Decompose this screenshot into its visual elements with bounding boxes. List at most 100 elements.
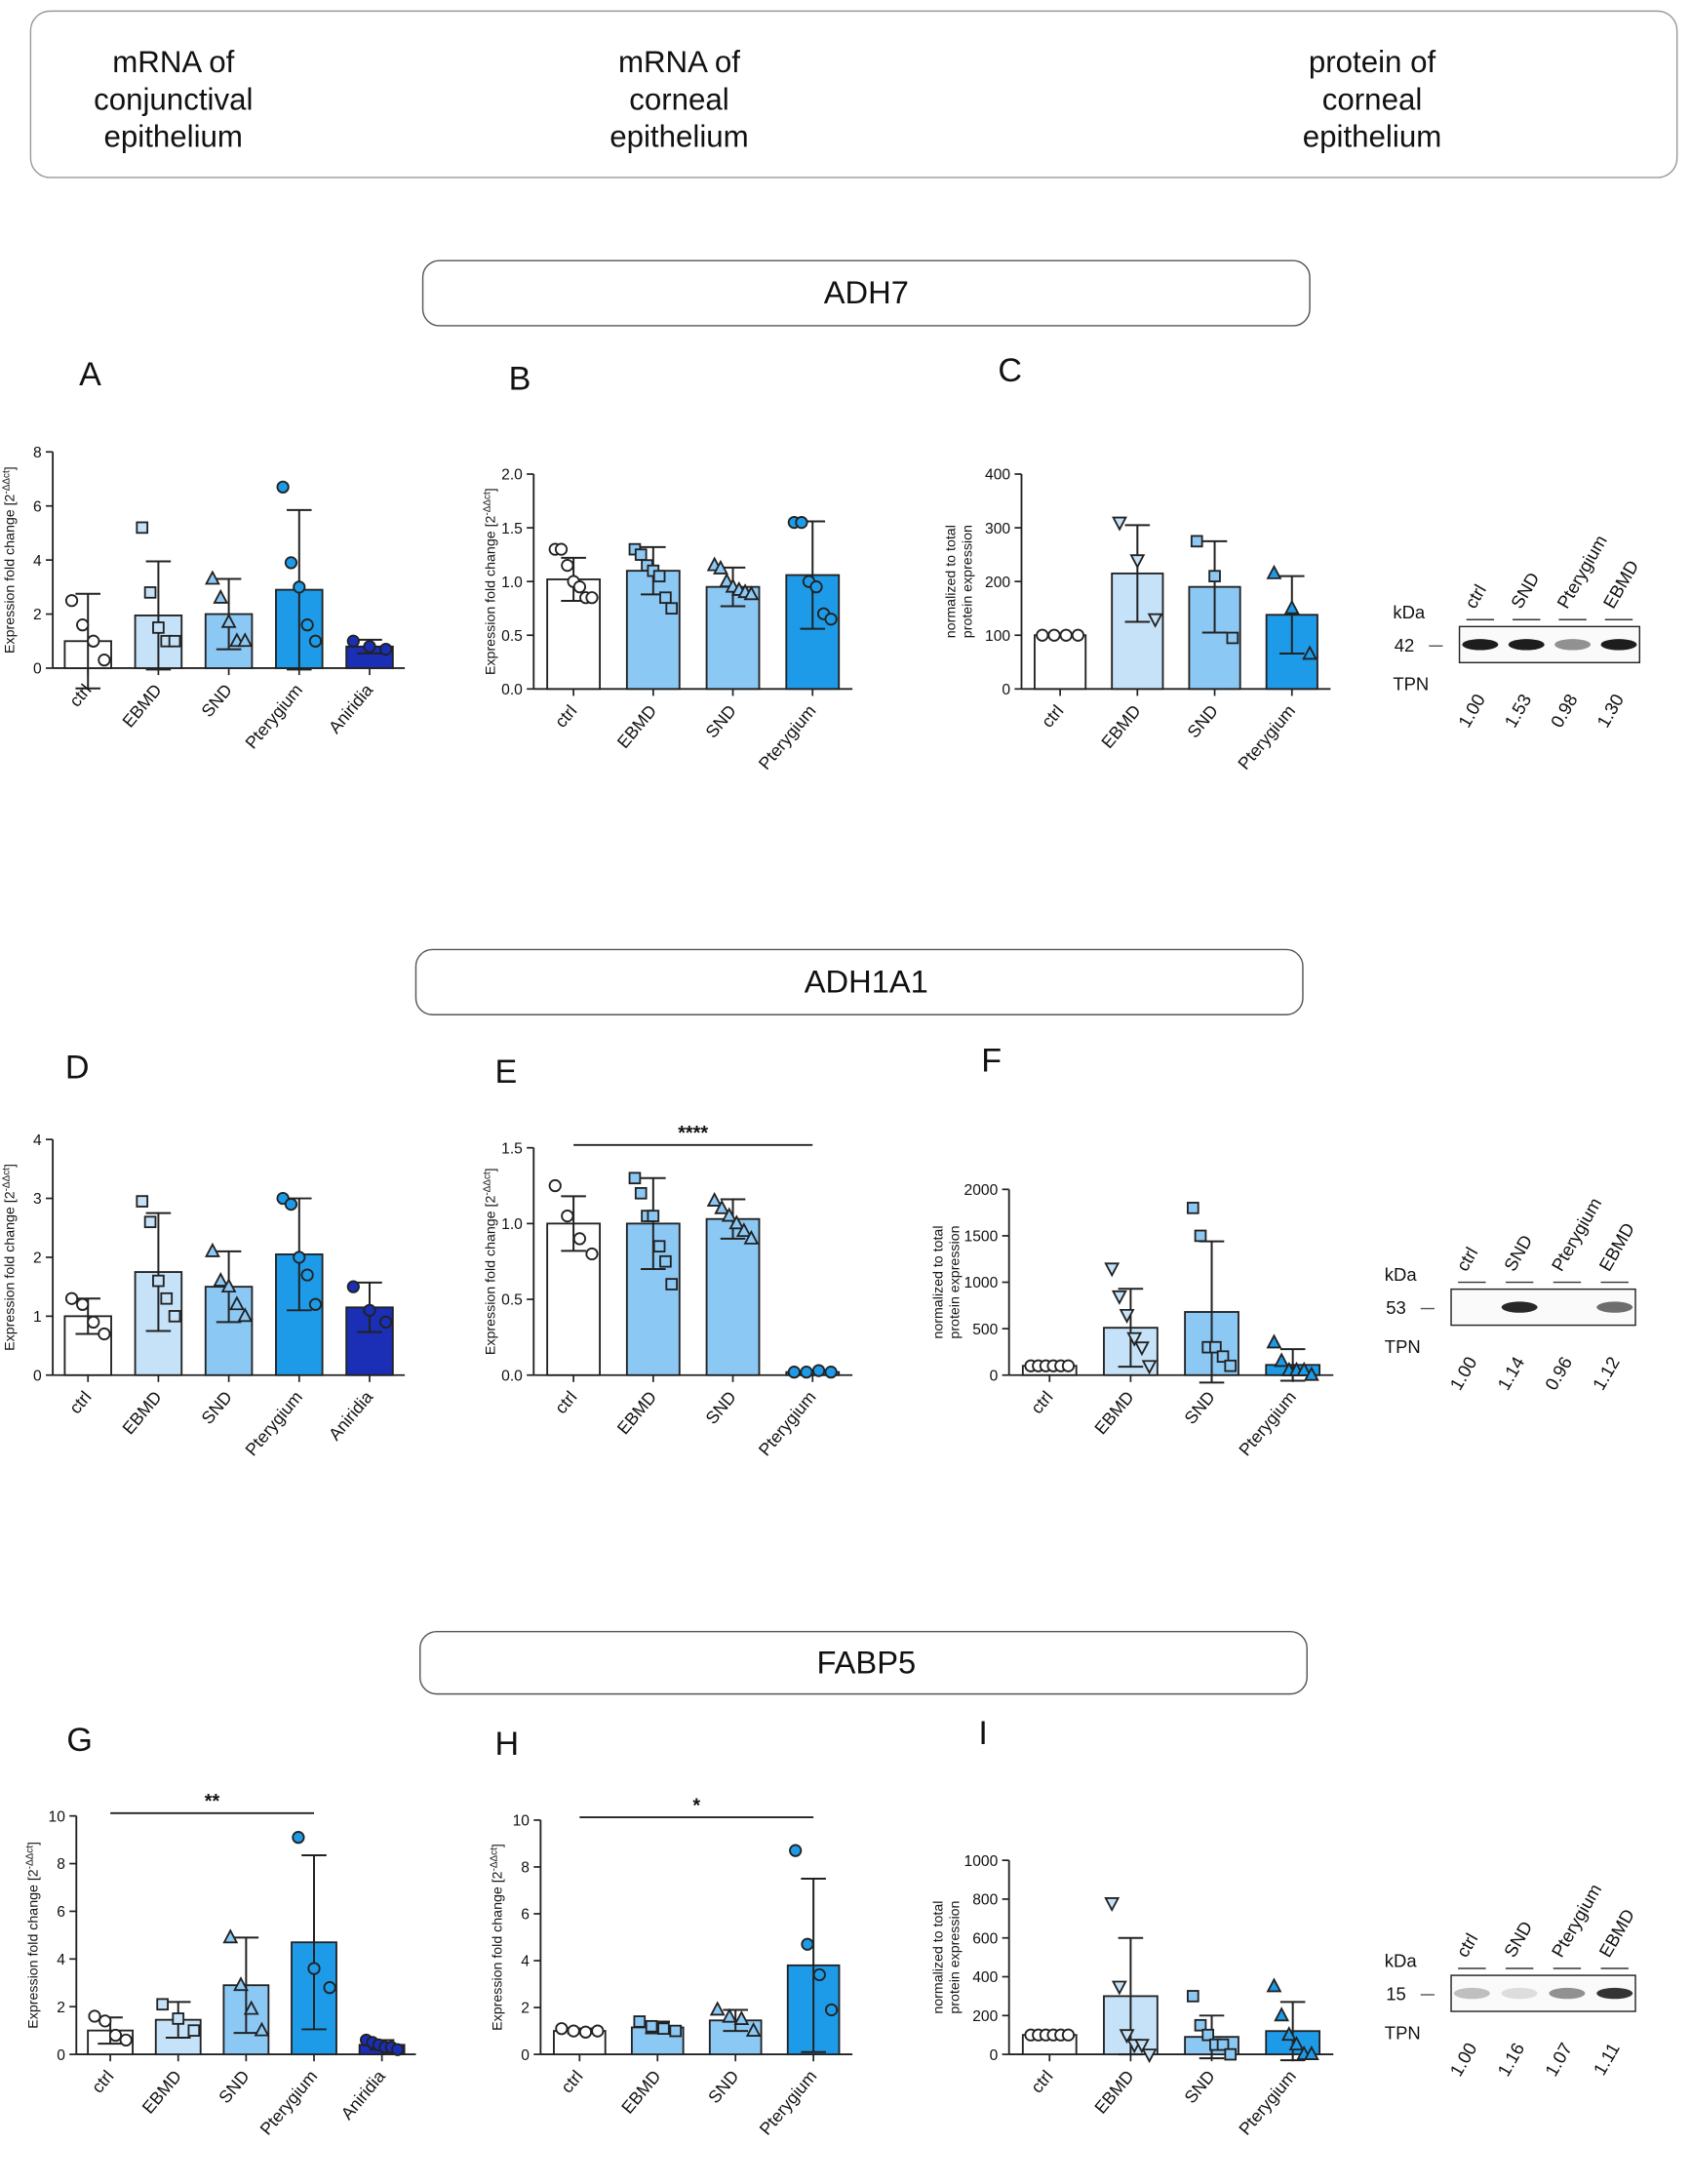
data-point: [634, 548, 648, 561]
bar: [1034, 634, 1087, 691]
data-point: [1133, 1341, 1150, 1357]
y-tick-label: 8: [521, 1860, 530, 1877]
blot-band: [1501, 1987, 1538, 2000]
x-tick-label: SND: [198, 680, 236, 721]
data-point: [1133, 2039, 1150, 2054]
y-axis-label-part: Expression fold change [2: [25, 1869, 41, 2029]
y-tick-label: 0: [57, 2047, 65, 2064]
y-axis-label-part: Expression fold change [2: [2, 1191, 18, 1351]
blot-lane-label: SND: [1500, 1231, 1537, 1274]
data-point: [143, 586, 157, 599]
x-tick-label: SND: [198, 1387, 236, 1428]
data-point: [1112, 516, 1127, 532]
y-tick-label: 2000: [964, 1182, 999, 1199]
data-point: [709, 2001, 726, 2016]
data-point: [1303, 2045, 1319, 2060]
data-point: [1266, 564, 1282, 579]
y-axis-label-part: Expression fold change [2: [491, 1871, 506, 2031]
data-point: [300, 1268, 314, 1282]
y-tick-label: 1.5: [501, 521, 523, 537]
error-bar: [641, 1176, 666, 1270]
x-tick-label: SND: [1180, 2067, 1218, 2108]
y-axis-label-part: ]: [25, 1842, 41, 1846]
data-point: [585, 591, 599, 605]
data-point: [76, 1297, 90, 1311]
blot-lane-label: ctrl: [1452, 1244, 1481, 1275]
x-tick-label: EBMD: [613, 1387, 660, 1438]
y-tick-label: 400: [972, 1969, 998, 1986]
blot-value: 1.00: [1445, 1353, 1480, 1394]
header-text: conjunctival: [94, 82, 253, 116]
blot-value: 1.07: [1541, 2039, 1576, 2080]
data-point: [548, 1178, 562, 1193]
y-tick-label: 3: [33, 1191, 42, 1208]
data-point: [659, 591, 672, 605]
data-point: [1111, 1290, 1127, 1305]
data-point: [213, 588, 229, 604]
data-point: [800, 1366, 813, 1379]
data-point: [88, 2009, 101, 2023]
y-tick-label: 0: [990, 2047, 999, 2064]
x-tick-label: ctrl: [65, 1387, 96, 1417]
blot-band: [1600, 639, 1637, 651]
y-tick-label: 2.0: [501, 467, 523, 484]
panel-letter: G: [66, 1722, 93, 1759]
data-point: [293, 1251, 306, 1264]
panel-letter: B: [509, 360, 531, 397]
x-tick-label: Pterygium: [241, 680, 306, 752]
blot-row-label: TPN: [1393, 674, 1429, 695]
data-point: [706, 1191, 723, 1207]
data-point: [1194, 2018, 1207, 2032]
error-bar: [1124, 524, 1151, 623]
x-tick-label: ctrl: [1038, 701, 1068, 732]
y-tick-label: 2: [521, 2001, 530, 2017]
panel-letter: E: [494, 1053, 517, 1091]
data-point: [98, 2014, 112, 2028]
data-point: [721, 1207, 737, 1222]
section-title: FABP5: [816, 1644, 916, 1680]
y-axis-label: Expression fold change [2-ΔΔct]: [1, 1164, 19, 1351]
y-tick-label: 100: [985, 628, 1010, 645]
data-point: [1187, 1202, 1199, 1214]
section-box: [414, 948, 1304, 1015]
data-point: [1283, 599, 1300, 615]
data-point: [811, 1364, 826, 1377]
y-axis-label-part: -ΔΔct: [482, 492, 492, 516]
blot-marker: 53: [1386, 1297, 1406, 1318]
blot-lane-label: EBMD: [1599, 557, 1643, 613]
header-text: epithelium: [104, 120, 243, 154]
panel-letter: A: [79, 356, 101, 393]
panel-letter: F: [981, 1043, 1002, 1080]
blot-value: 1.00: [1454, 691, 1489, 732]
data-point: [633, 2015, 647, 2028]
error-bar: [1278, 575, 1305, 655]
data-point: [64, 1291, 79, 1305]
data-point: [665, 602, 679, 615]
data-point: [293, 580, 306, 594]
y-tick-label: 4: [521, 1954, 530, 1970]
data-point: [1071, 628, 1085, 642]
x-tick-label: Aniridia: [325, 1387, 376, 1444]
panel-letter: H: [494, 1726, 519, 1763]
x-tick-label: EBMD: [138, 2067, 185, 2118]
x-tick-label: Pterygium: [755, 701, 820, 774]
y-tick-label: 10: [513, 1813, 531, 1830]
data-point: [795, 515, 808, 530]
data-point: [172, 2012, 185, 2025]
data-point: [1216, 2038, 1230, 2051]
y-axis-label: protein expression: [948, 1226, 963, 1339]
data-point: [237, 632, 254, 648]
y-tick-label: 1.5: [501, 1140, 523, 1157]
blot-band: [1554, 639, 1592, 651]
data-point: [168, 1310, 181, 1323]
data-point: [722, 2007, 737, 2023]
data-point: [809, 580, 823, 594]
section-box: [419, 1630, 1308, 1695]
y-axis-label: Expression fold change [2-ΔΔct]: [24, 1842, 42, 2029]
data-point: [1296, 1361, 1313, 1376]
blot-value: 1.16: [1493, 2039, 1528, 2080]
x-tick-label: ctrl: [557, 2067, 587, 2097]
x-tick-label: SND: [215, 2067, 253, 2108]
x-tick-label: SND: [701, 1387, 739, 1428]
bar: [63, 1315, 112, 1376]
